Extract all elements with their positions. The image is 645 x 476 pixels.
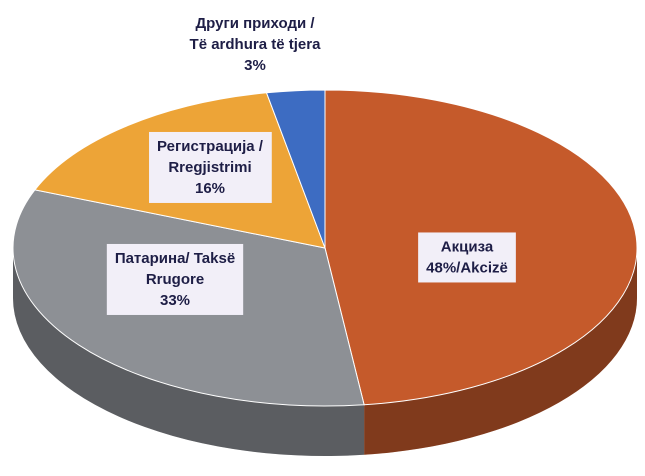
label-line: 48%/Akcizë [426,259,508,276]
label-line: Други приходи / [195,15,315,32]
label-line: Rregjistrimi [168,159,251,176]
pie-slice [265,89,326,249]
label-box [149,131,272,203]
label-box [418,232,516,283]
label-line: Акциза [441,238,494,255]
labels: Акциза 48%/Akcizë Патарина/ Taksë Rrugore 33… [106,8,516,315]
pie-side [364,248,637,455]
slice-label: Акциза 48%/Akcizë [418,232,516,283]
label-line: Регистрација / [157,138,264,155]
pie-side-shade [364,248,637,455]
label-line: 33% [160,292,190,309]
label-line: Патарина/ Taksë [115,250,235,267]
label-line: Të ardhura të tjera [190,36,322,53]
label-line: 3% [244,57,266,74]
label-box [106,243,244,315]
slice-label: Патарина/ Taksë Rrugore 33% [106,243,244,315]
label-line: Rrugore [146,271,204,288]
slice-label: Други приходи / Të ardhura të tjera 3% [181,8,330,80]
slice-label: Регистрација / Rregjistrimi 16% [149,131,272,203]
label-line: 16% [195,180,225,197]
pie-side [13,248,365,456]
pie-side-shade [13,248,365,456]
pie-tops [12,89,638,407]
label-box [181,8,330,80]
pie-sides [13,248,637,456]
